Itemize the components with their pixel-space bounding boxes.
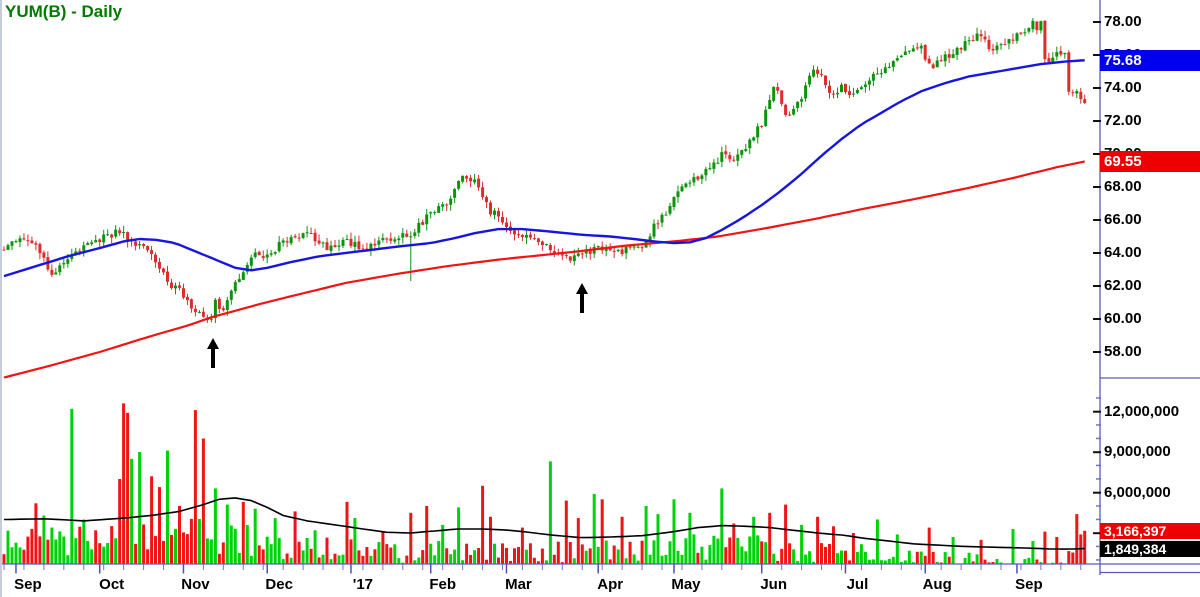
up-arrow-annotation: [207, 338, 219, 368]
ma-slow-price-badge: 69.55: [1100, 150, 1200, 172]
price-tick-label: 72.00: [1104, 112, 1142, 129]
volume-ma-badge: 1,849,384: [1100, 540, 1200, 557]
annotation-arrows-group: [207, 283, 588, 368]
price-tick-label: 60.00: [1104, 310, 1142, 327]
month-label: Dec: [265, 576, 293, 593]
last-volume-badge: 3,166,397: [1100, 522, 1200, 539]
month-label: Apr: [597, 576, 624, 593]
price-tick-label: 74.00: [1104, 79, 1142, 96]
price-tick-label: 68.00: [1104, 178, 1142, 195]
month-label: Oct: [99, 576, 125, 593]
month-label: Jun: [760, 576, 787, 593]
volume-tick-label: 12,000,000: [1104, 402, 1180, 420]
month-label: Nov: [181, 576, 210, 593]
month-label: Mar: [505, 576, 532, 593]
month-label: Sep: [1015, 576, 1043, 593]
volume-bars-group: [2, 403, 1087, 565]
month-label: Feb: [429, 576, 456, 593]
chart-title: YUM(B) - Daily: [5, 2, 123, 21]
month-label: Sep: [14, 576, 42, 593]
volume-tick-label: 6,000,000: [1104, 483, 1171, 501]
candles-group: [2, 18, 1087, 323]
price-tick-label: 66.00: [1104, 211, 1142, 228]
price-tick-label: 64.00: [1104, 244, 1142, 261]
volume-tick-label: 9,000,000: [1104, 443, 1171, 460]
ma-fast-price-badge: 75.68: [1100, 49, 1200, 71]
price-tick-label: 58.00: [1104, 343, 1142, 360]
month-label: '17: [352, 576, 374, 593]
price-tick-label: 78.00: [1104, 13, 1142, 30]
moving-average-lines-group: [3, 59, 1085, 550]
month-label: May: [671, 576, 701, 593]
month-label: Aug: [922, 576, 952, 593]
month-label: Jul: [846, 576, 869, 593]
price-tick-label: 62.00: [1104, 277, 1142, 294]
up-arrow-annotation: [576, 283, 588, 313]
